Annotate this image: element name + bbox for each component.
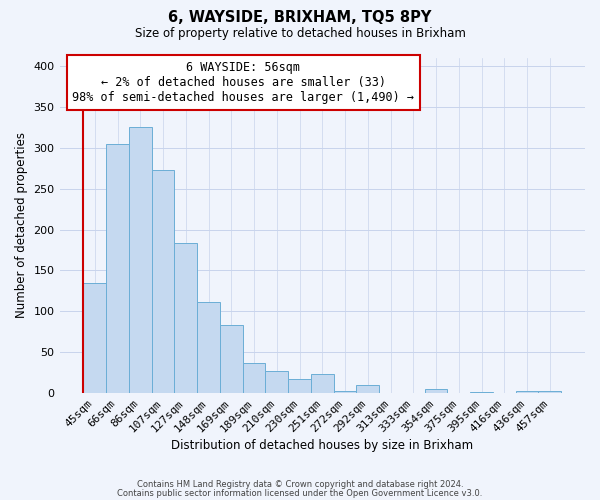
Text: 6, WAYSIDE, BRIXHAM, TQ5 8PY: 6, WAYSIDE, BRIXHAM, TQ5 8PY bbox=[169, 10, 431, 25]
Bar bbox=[129, 127, 152, 394]
Bar bbox=[220, 324, 242, 394]
Text: Contains public sector information licensed under the Open Government Licence v3: Contains public sector information licen… bbox=[118, 488, 482, 498]
Bar bbox=[242, 363, 265, 394]
Bar bbox=[425, 390, 448, 394]
Text: Size of property relative to detached houses in Brixham: Size of property relative to detached ho… bbox=[134, 28, 466, 40]
Bar bbox=[175, 244, 197, 394]
Text: Contains HM Land Registry data © Crown copyright and database right 2024.: Contains HM Land Registry data © Crown c… bbox=[137, 480, 463, 489]
Bar bbox=[470, 392, 493, 394]
Bar bbox=[334, 391, 356, 394]
Bar bbox=[197, 302, 220, 394]
Bar bbox=[265, 372, 288, 394]
Bar bbox=[83, 283, 106, 394]
Bar bbox=[356, 385, 379, 394]
Text: 6 WAYSIDE: 56sqm
← 2% of detached houses are smaller (33)
98% of semi-detached h: 6 WAYSIDE: 56sqm ← 2% of detached houses… bbox=[73, 61, 415, 104]
Bar bbox=[515, 391, 538, 394]
Bar bbox=[538, 391, 561, 394]
Bar bbox=[288, 380, 311, 394]
Bar bbox=[152, 170, 175, 394]
Y-axis label: Number of detached properties: Number of detached properties bbox=[15, 132, 28, 318]
X-axis label: Distribution of detached houses by size in Brixham: Distribution of detached houses by size … bbox=[171, 440, 473, 452]
Bar bbox=[311, 374, 334, 394]
Bar bbox=[106, 144, 129, 394]
